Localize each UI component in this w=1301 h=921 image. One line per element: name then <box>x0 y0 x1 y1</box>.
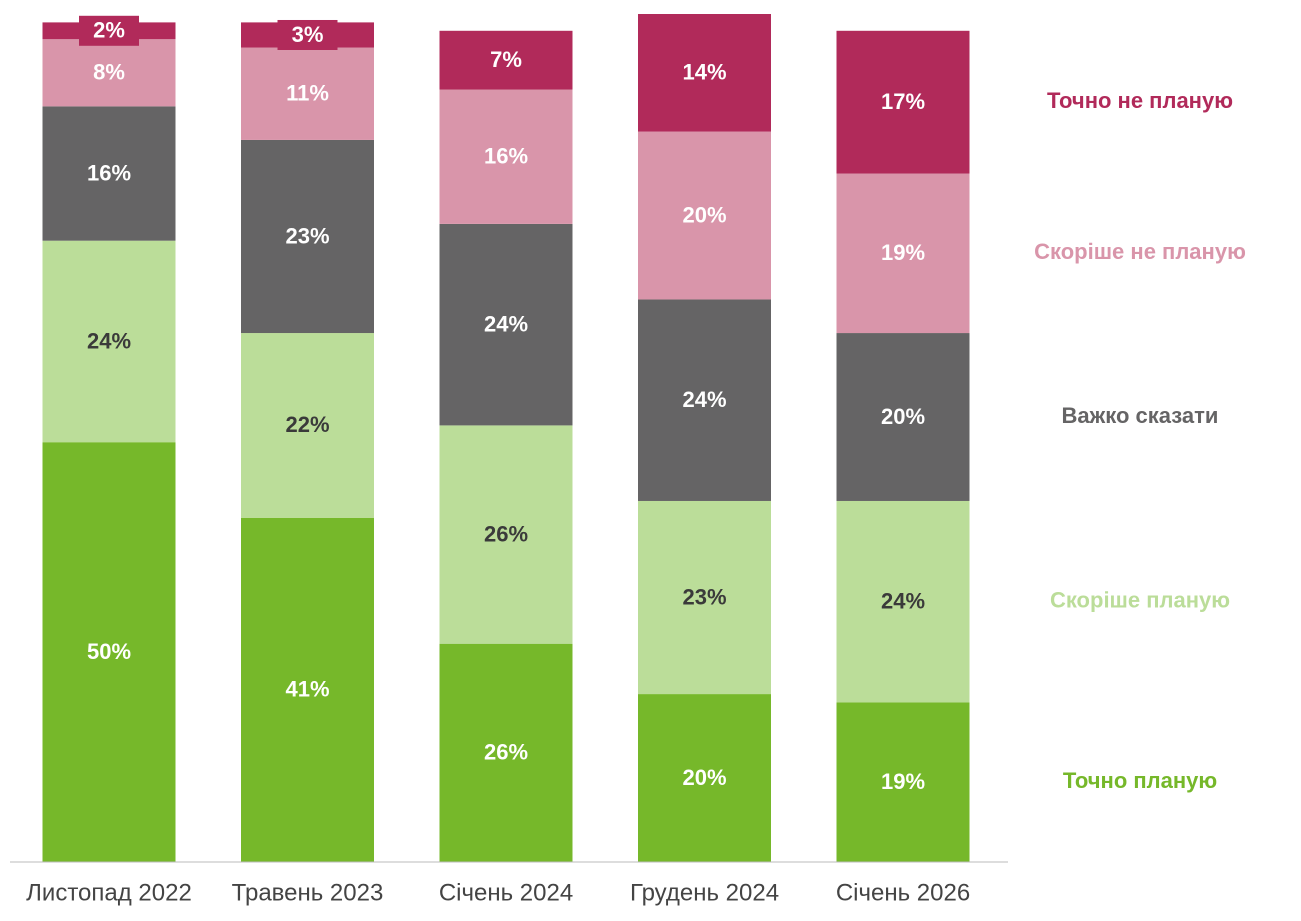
bar-segment <box>638 14 771 132</box>
value-label: 14% <box>682 60 726 85</box>
value-label: 11% <box>286 81 329 106</box>
bar-segment <box>638 500 771 695</box>
bar-segment <box>42 106 176 241</box>
bar-segment <box>836 173 970 334</box>
bar-segment <box>836 702 970 862</box>
x-tick-label: Січень 2024 <box>439 879 573 906</box>
value-label: 24% <box>881 589 925 614</box>
value-label: 8% <box>93 60 125 85</box>
bar-segment <box>42 39 176 107</box>
bar-segment <box>836 500 970 703</box>
value-label: 26% <box>484 740 528 765</box>
value-label: 19% <box>881 240 925 265</box>
label-box <box>79 15 139 46</box>
bar-segment <box>439 89 573 224</box>
bar-segment <box>241 139 374 334</box>
value-label: 20% <box>881 404 925 429</box>
value-label: 17% <box>881 89 925 114</box>
value-label: 23% <box>285 223 329 248</box>
bar-segment <box>241 517 374 862</box>
value-label: 16% <box>87 160 131 185</box>
value-label: 19% <box>881 769 925 794</box>
bar-segment <box>439 30 573 90</box>
x-tick-label: Січень 2026 <box>836 879 970 906</box>
value-label: 16% <box>484 144 528 169</box>
x-tick-label: Грудень 2024 <box>630 879 779 906</box>
bar-segment <box>439 425 573 644</box>
bar-segment <box>439 643 573 862</box>
value-label: 3% <box>292 22 324 47</box>
value-label: 2% <box>93 18 125 43</box>
value-label: 7% <box>490 47 522 72</box>
value-label: 24% <box>484 311 528 336</box>
bar-segment <box>439 223 573 426</box>
value-label: 20% <box>682 765 726 790</box>
bar-segment <box>638 299 771 501</box>
legend-label: Скоріше не планую <box>1034 239 1246 264</box>
bar-segment <box>42 240 176 443</box>
bar-segment <box>638 131 771 300</box>
value-label: 24% <box>682 387 726 412</box>
bar-segment <box>241 47 374 140</box>
legend-label: Скоріше планую <box>1050 588 1230 613</box>
legend-label: Важко сказати <box>1062 403 1219 428</box>
label-box <box>277 19 338 50</box>
bar-segment <box>241 333 374 518</box>
value-label: 41% <box>285 677 329 702</box>
legend-label: Точно не планую <box>1047 88 1233 113</box>
value-label: 23% <box>682 584 726 609</box>
value-label: 24% <box>87 328 131 353</box>
bar-segment <box>638 694 771 862</box>
bar-segment <box>836 30 970 174</box>
value-label: 26% <box>484 521 528 546</box>
value-label: 20% <box>682 202 726 227</box>
bar-segment <box>836 333 970 501</box>
legend-label: Точно планую <box>1063 768 1217 793</box>
x-tick-label: Травень 2023 <box>232 879 384 906</box>
x-tick-label: Листопад 2022 <box>26 879 192 906</box>
value-label: 22% <box>285 412 329 437</box>
bar-segment <box>42 442 176 862</box>
value-label: 50% <box>87 639 131 664</box>
